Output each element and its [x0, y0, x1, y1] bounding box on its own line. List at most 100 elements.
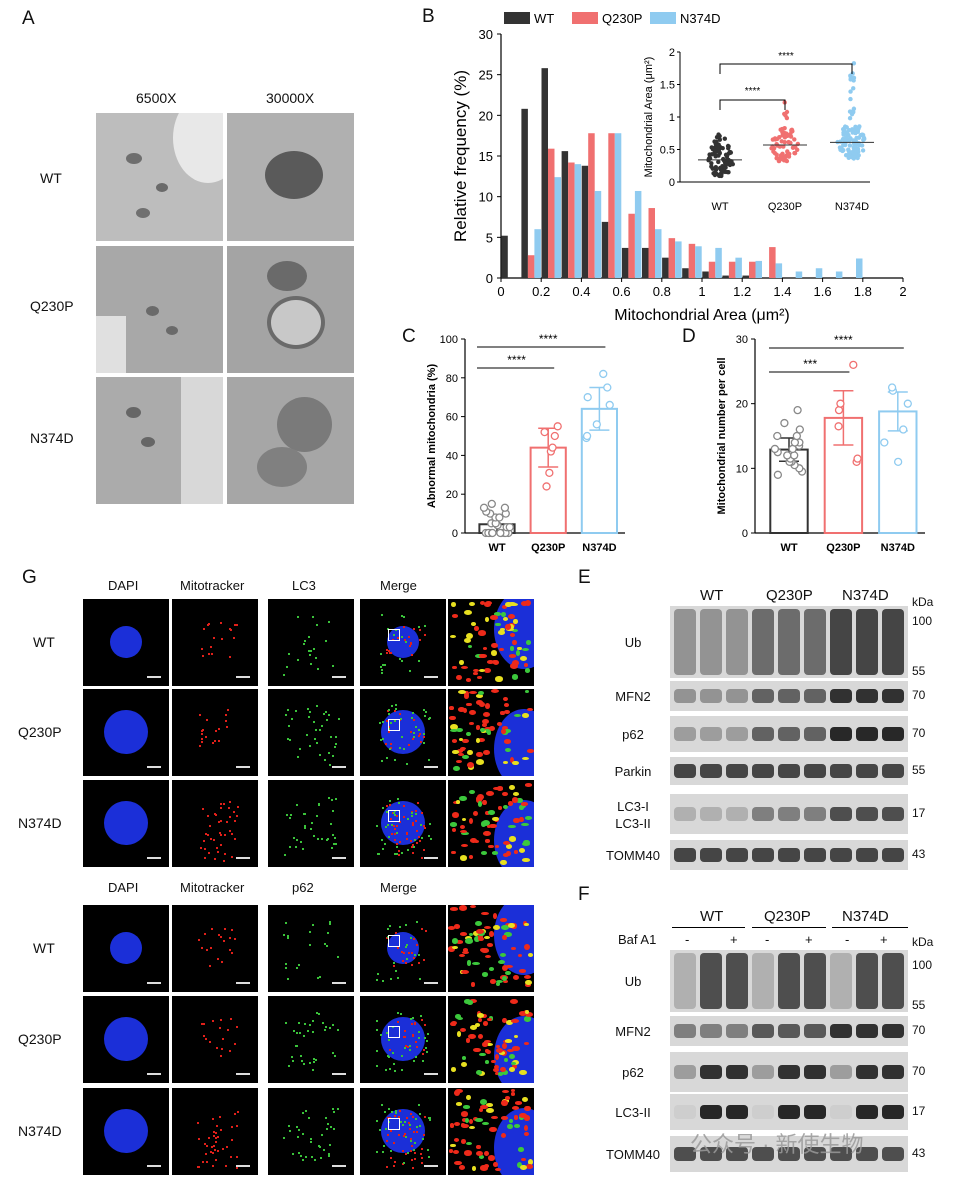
y-tick-label: 20: [446, 489, 458, 501]
g-lc3-image-q230p-dapi: [83, 689, 169, 776]
x-tick-label: WT: [488, 542, 505, 554]
panelE-marker: 100: [912, 614, 933, 628]
data-point: [793, 405, 802, 415]
zoom-signal-dot: [454, 1138, 460, 1143]
band: [882, 1147, 904, 1161]
histogram-bar-wt: [581, 165, 589, 278]
mito-dot: [398, 849, 401, 852]
mito-dot: [410, 1113, 413, 1116]
mito-dot: [202, 654, 205, 657]
signal-dot: [333, 746, 336, 749]
mito-dot: [423, 1023, 426, 1026]
zoom-signal-dot: [513, 817, 520, 824]
nucleus: [104, 1017, 148, 1061]
mito-dot: [408, 743, 411, 746]
y-tick-label: 20: [736, 399, 748, 411]
signal-dot: [427, 1032, 430, 1035]
signal-dot: [418, 626, 421, 629]
histogram-bar-q230p: [628, 213, 635, 278]
zoom-signal-dot: [515, 650, 521, 656]
mito-dot: [197, 1138, 200, 1141]
histogram-bar-wt: [621, 247, 629, 278]
mito-dot: [418, 639, 421, 642]
chart-d-mitochondrial-number: 0 10 20 30 Mitochondrial number per cell WT Q2…: [716, 333, 925, 554]
signal-dot: [329, 1126, 332, 1129]
inset-point: [716, 143, 721, 148]
data-point: [599, 369, 608, 379]
panel-a-header-30000x: 30000X: [266, 90, 315, 106]
signal-dot: [307, 708, 310, 711]
signal-dot: [421, 837, 424, 840]
mito-dot: [204, 736, 207, 739]
signal-dot: [381, 720, 384, 723]
inset-point: [775, 136, 780, 142]
signal-dot: [313, 1060, 316, 1063]
mito-dot: [393, 964, 396, 967]
zoom-signal-dot: [476, 795, 484, 802]
signal-dot: [401, 1123, 404, 1126]
zoom-signal-dot: [485, 839, 490, 843]
histogram-bar-wt: [601, 221, 609, 278]
g-p62-image-q230p-p62: [268, 996, 354, 1083]
signal-dot: [410, 716, 413, 719]
em-image-q230p-30000x: [227, 246, 354, 373]
g-lc3-row-wt: WT: [33, 634, 55, 650]
signal-dot: [288, 738, 291, 741]
panelE-blot-label-5: TOMM40: [606, 848, 660, 863]
mito-dot: [416, 829, 419, 832]
x-tick-label: N374D: [582, 542, 616, 554]
zoom-signal-dot: [500, 918, 507, 922]
scale-bar: [236, 676, 250, 678]
zoom-signal-dot: [453, 924, 460, 929]
mito-dot: [206, 1144, 209, 1147]
zoom-signal-dot: [468, 932, 474, 937]
baf-a1-sign: -: [685, 932, 690, 947]
panelF-marker: 70: [912, 1023, 926, 1037]
zoom-signal-dot: [452, 945, 459, 949]
zoom-signal-dot: [464, 610, 473, 616]
zoom-signal-dot: [494, 844, 500, 849]
zoom-signal-dot: [487, 844, 494, 849]
signal-dot: [376, 1028, 379, 1031]
signal-dot: [411, 1017, 414, 1020]
mito-dot: [203, 847, 206, 850]
band: [726, 1147, 748, 1161]
zoom-signal-dot: [499, 711, 505, 715]
zoom-signal-dot: [462, 707, 467, 714]
histogram-bar-wt: [702, 271, 709, 278]
mito-dot: [215, 1124, 218, 1127]
zoom-signal-dot: [464, 1117, 469, 1123]
signal-dot: [394, 704, 397, 707]
zoom-signal-dot: [451, 850, 457, 855]
mito-dot: [222, 859, 225, 862]
inset-point: [792, 137, 797, 142]
panelE-blot-label-2: p62: [622, 727, 644, 742]
panelF-marker: 100: [912, 958, 933, 972]
zoom-signal-dot: [474, 935, 480, 942]
mito-dot: [207, 814, 210, 817]
zoom-signal-dot: [505, 601, 512, 608]
signal-dot: [409, 1140, 412, 1143]
band: [856, 764, 878, 778]
histogram-bar-wt: [561, 151, 569, 278]
mito-dot: [202, 1022, 205, 1025]
signal-dot: [295, 1045, 298, 1048]
zoom-signal-dot: [503, 703, 509, 708]
panelE-blot-label-4: LC3-I LC3-II: [615, 799, 651, 831]
scale-bar: [424, 857, 438, 859]
inset-point: [713, 154, 718, 159]
zoom-signal-dot: [478, 1108, 483, 1113]
baf-a1-label: Baf A1: [618, 932, 657, 947]
zoom-signal-dot: [453, 765, 461, 771]
mito-dot: [224, 1165, 227, 1168]
data-point: [603, 383, 612, 392]
mito-dot: [220, 1018, 223, 1021]
signal-dot: [318, 729, 321, 732]
signal-dot: [414, 839, 417, 842]
zoom-signal-dot: [510, 662, 518, 669]
g-p62-row-n374d: N374D: [18, 1123, 62, 1139]
mito-dot: [422, 825, 425, 828]
signal-dot: [400, 636, 403, 639]
mito-dot: [385, 649, 388, 652]
zoom-signal-dot: [461, 950, 470, 955]
